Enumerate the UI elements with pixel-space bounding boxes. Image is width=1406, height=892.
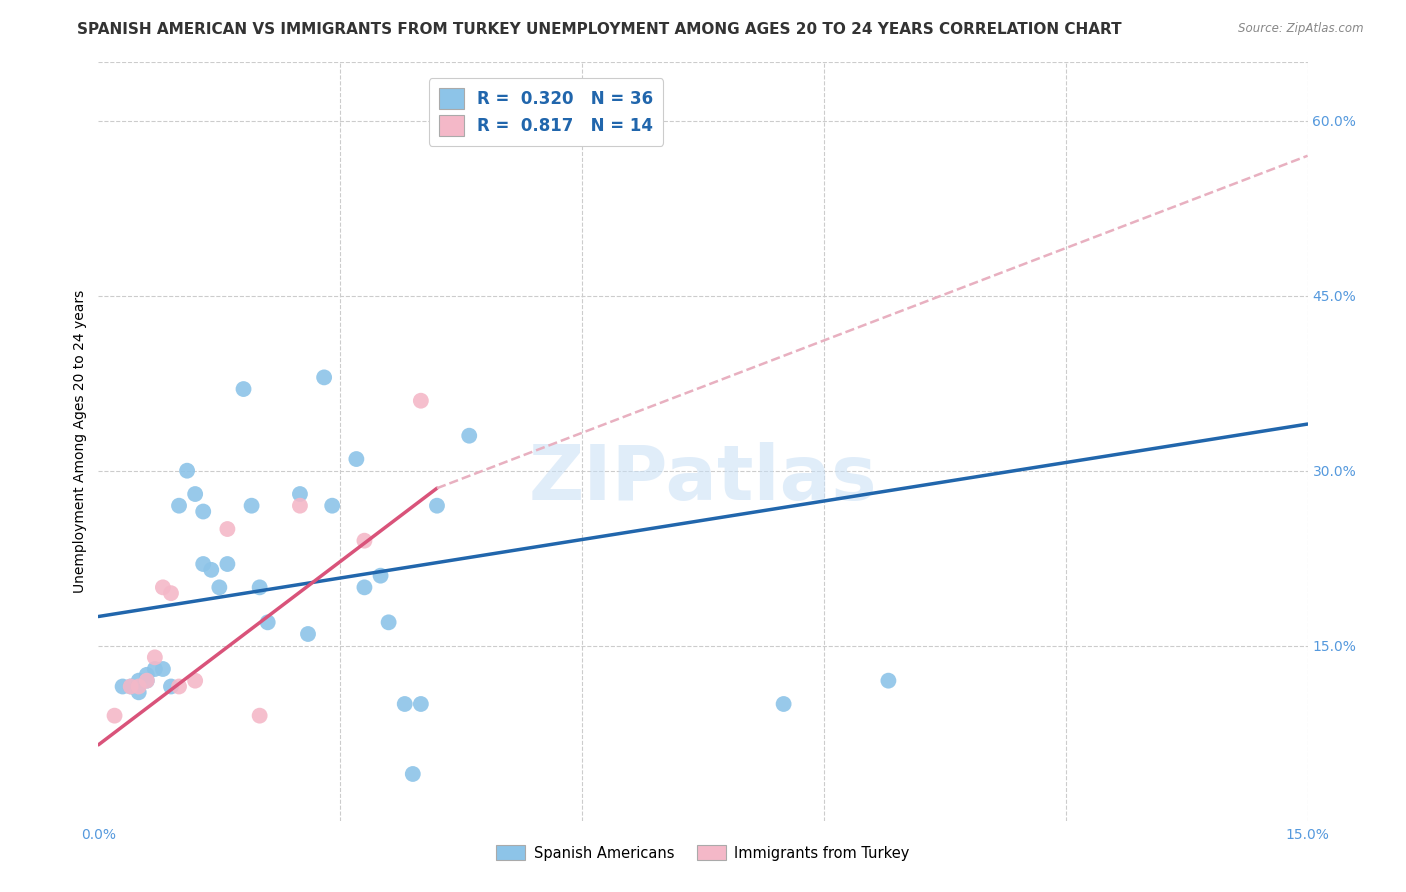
Point (458, 428, 481, 442)
Text: Source: ZipAtlas.com: Source: ZipAtlas.com (1239, 22, 1364, 36)
Point (128, 680, 150, 694)
Point (321, 499, 343, 513)
Point (208, 580, 231, 594)
Point (217, 557, 239, 571)
Point (394, 697, 416, 711)
Point (217, 522, 239, 536)
Point (128, 673, 150, 688)
Point (103, 708, 125, 723)
Point (120, 680, 142, 694)
Point (176, 464, 198, 478)
Point (409, 393, 432, 408)
Point (152, 662, 174, 676)
Point (297, 627, 319, 641)
Point (402, 767, 425, 781)
Text: ZIPatlas: ZIPatlas (529, 442, 877, 516)
Point (256, 615, 278, 630)
Point (111, 680, 134, 694)
Point (772, 697, 794, 711)
Point (160, 680, 183, 694)
Legend: Spanish Americans, Immigrants from Turkey: Spanish Americans, Immigrants from Turke… (491, 839, 915, 866)
Point (232, 382, 254, 396)
Point (135, 673, 157, 688)
Point (249, 580, 271, 594)
Point (120, 680, 142, 694)
Point (135, 668, 157, 682)
Point (200, 563, 222, 577)
Point (184, 487, 207, 501)
Point (135, 673, 157, 688)
Point (377, 615, 399, 630)
Point (167, 499, 190, 513)
Point (152, 580, 174, 594)
Point (370, 568, 392, 582)
Point (353, 580, 375, 594)
Point (143, 662, 166, 676)
Point (353, 533, 375, 548)
Point (167, 680, 190, 694)
Point (314, 370, 336, 384)
Point (193, 504, 215, 518)
Point (193, 557, 215, 571)
Point (128, 685, 150, 699)
Text: SPANISH AMERICAN VS IMMIGRANTS FROM TURKEY UNEMPLOYMENT AMONG AGES 20 TO 24 YEAR: SPANISH AMERICAN VS IMMIGRANTS FROM TURK… (77, 22, 1122, 37)
Point (249, 708, 271, 723)
Point (288, 487, 311, 501)
Point (160, 586, 183, 600)
Point (877, 673, 900, 688)
Y-axis label: Unemployment Among Ages 20 to 24 years: Unemployment Among Ages 20 to 24 years (73, 290, 87, 593)
Point (288, 499, 311, 513)
Point (240, 499, 263, 513)
Point (184, 673, 207, 688)
Point (409, 697, 432, 711)
Point (344, 452, 367, 467)
Point (426, 499, 449, 513)
Point (143, 650, 166, 665)
